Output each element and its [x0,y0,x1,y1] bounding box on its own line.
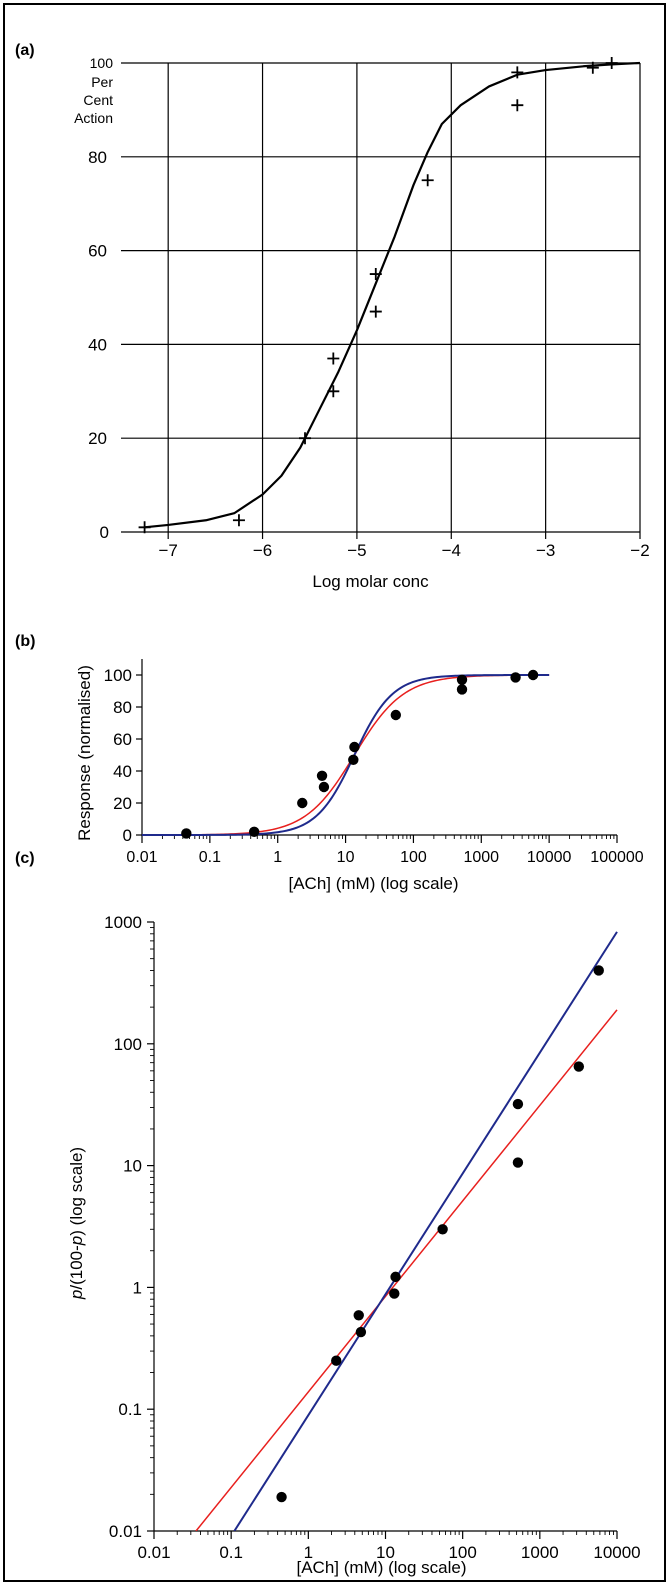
y-axis-label-line: Action [74,110,113,126]
x-tick-label: −2 [630,541,649,560]
x-tick-label: −6 [253,541,272,560]
x-tick-label: 100 [448,1543,476,1562]
data-point [573,1061,585,1072]
y-tick-label: 0.01 [109,1522,142,1541]
data-point [355,1326,367,1338]
figure-canvas: (a)−7 −6 −5 −4 −3 −2020406080100PerCentAction… [15,42,650,1577]
data-point [327,385,340,398]
y-axis-label-line: Per [91,74,113,90]
data-point [390,1271,401,1283]
data-point [586,61,599,74]
x-axis-label: [ACh] (mM) (log scale) [288,874,458,893]
x-axis-label: Log molar conc [312,572,429,591]
data-point [369,268,382,281]
y-axis-label-part: /(100- [67,1245,86,1289]
y-tick-label: 100 [104,666,132,685]
figure-frame: (a) −7 −6 −5 −4 −3 −2 0 20 40 60 80 100 Per Cent Action… [3,3,666,1582]
data-point [510,672,521,683]
x-axis-label: [ACh] (mM) (log scale) [296,1558,466,1577]
panel-label-c: (c) [15,850,35,867]
x-tick-label: 0.01 [137,1543,170,1562]
data-point [421,174,434,187]
data-point [512,1157,524,1168]
data-point [369,305,382,318]
data-point [389,1288,400,1299]
data-point [456,684,468,695]
data-point [327,352,340,365]
data-point [232,514,245,527]
fit-curve-blue [142,674,550,836]
data-point [318,781,330,793]
y-tick-label: 1 [133,1278,142,1297]
panel-b: (b) 0 20 40 60 80 100 0.01 0.1 1 10 100 1000 10000 100… [15,633,644,893]
x-tick-label: 10 [337,849,355,866]
data-point [348,754,359,765]
x-tick-label: −4 [442,541,461,560]
data-point [297,797,308,809]
y-tick-label: 0 [123,826,132,845]
fit-line-blue [233,931,618,1531]
y-tick-label: 80 [88,148,107,167]
x-tick-label: 100000 [590,849,643,866]
y-tick-label: 40 [88,335,107,354]
x-tick-label: 1 [304,1543,313,1562]
data-point [511,99,524,112]
y-tick-label: 80 [113,698,132,717]
x-tick-label: −5 [347,541,366,560]
data-point [456,674,468,685]
y-tick-label: 40 [113,762,132,781]
x-tick-label: −3 [536,541,555,560]
y-axis-label-part: p [67,1236,86,1246]
data-point [593,965,604,976]
x-tick-label: 10000 [527,849,572,866]
data-point [511,66,524,79]
panel-a: (a) −7 −6 −5 −4 −3 −2 0 20 40 60 80 100 Per Cent Action… [15,42,650,591]
y-axis-label: Response (normalised) [75,665,94,841]
data-point [437,1224,448,1235]
y-tick-label: 100 [114,1035,142,1054]
y-tick-label: 20 [88,429,107,448]
x-tick-label: 100 [400,849,427,866]
data-point [527,669,539,681]
y-tick-label: 100 [90,55,114,71]
y-axis-label-line: Cent [83,92,113,108]
data-point [349,741,360,753]
fit-curve [144,61,641,529]
data-point [390,709,402,721]
y-tick-label: 60 [88,242,107,261]
data-point [316,770,328,781]
data-point [248,826,260,837]
x-tick-label: 1000 [463,849,499,866]
x-tick-label: 1000 [521,1543,559,1562]
x-tick-label: 10000 [593,1543,640,1562]
y-axis-label: p/(100-p) (log scale) [67,1147,86,1300]
fit-line-red [195,1009,618,1531]
y-tick-label: 60 [113,730,132,749]
panel-label-b: (b) [15,633,35,650]
data-point [138,521,151,534]
y-tick-label: 20 [113,794,132,813]
data-point [276,1491,287,1503]
x-tick-label: 0.1 [219,1543,243,1562]
x-tick-label: −7 [158,541,177,560]
y-tick-label: 0.1 [118,1400,142,1419]
data-point [512,1098,524,1110]
y-tick-label: 10 [123,1157,142,1176]
x-tick-label: 10 [376,1543,395,1562]
y-axis-label-part: ) (log scale) [67,1147,86,1236]
data-point [353,1310,364,1321]
panel-label-a: (a) [15,42,35,59]
data-point [299,432,312,445]
data-point [181,828,192,839]
y-tick-label: 1000 [104,913,142,932]
x-tick-label: 0.1 [199,849,221,866]
x-tick-label: 1 [273,849,282,866]
x-tick-label: 0.01 [126,849,157,866]
fit-curve-red [142,674,550,836]
data-point [331,1355,342,1366]
y-axis-label-part: p [67,1290,86,1300]
y-tick-label: 0 [100,523,109,542]
data-point [605,57,618,69]
